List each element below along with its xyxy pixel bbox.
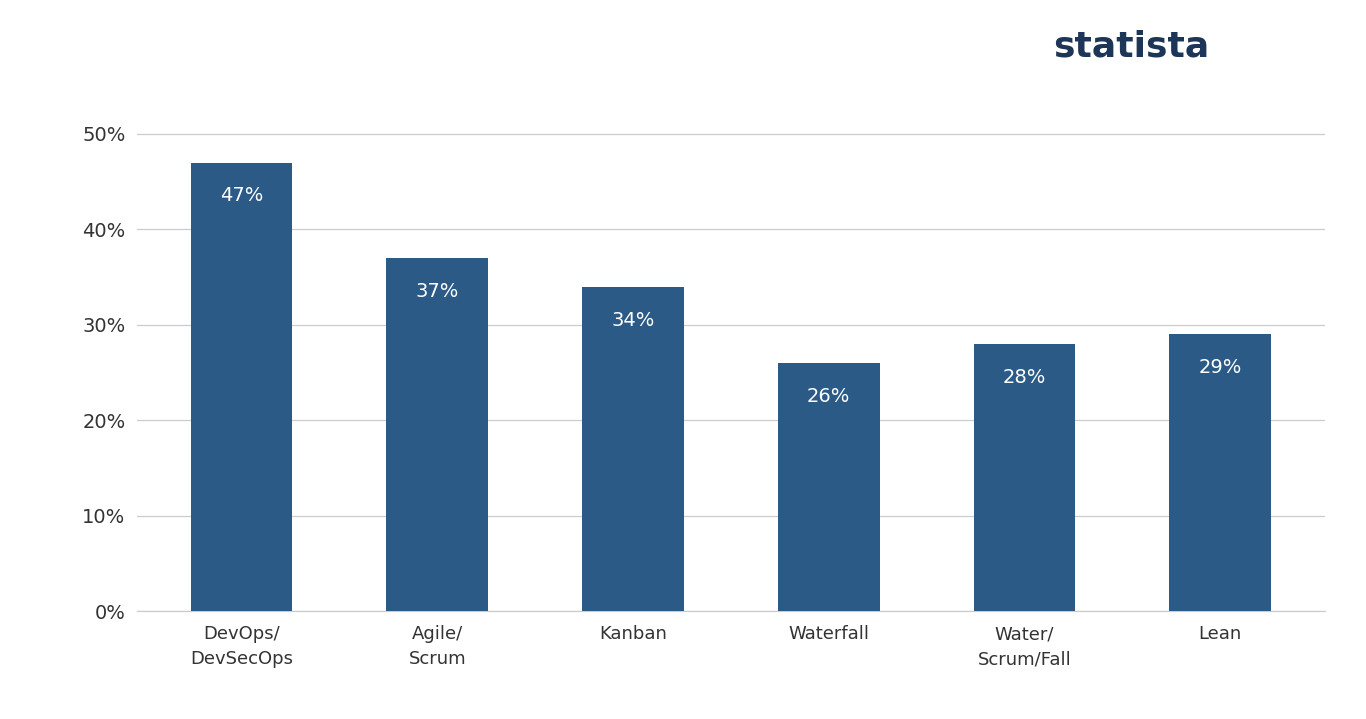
Text: 29%: 29% — [1198, 358, 1242, 377]
Bar — [974, 344, 1075, 611]
Text: 34%: 34% — [611, 311, 654, 329]
Text: statista: statista — [1053, 29, 1209, 64]
Bar — [191, 162, 292, 611]
Text: 26%: 26% — [807, 387, 851, 406]
Polygon shape — [1217, 24, 1288, 73]
Bar — [1169, 334, 1270, 611]
Bar — [582, 287, 684, 611]
Bar — [777, 363, 880, 611]
Text: 28%: 28% — [1003, 368, 1046, 387]
Text: 37%: 37% — [415, 282, 459, 301]
Text: 47%: 47% — [220, 186, 264, 206]
Bar — [387, 258, 488, 611]
